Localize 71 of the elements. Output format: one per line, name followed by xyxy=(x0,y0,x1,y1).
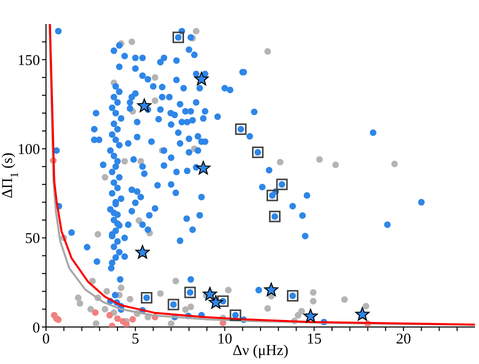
x-tick-label: 0 xyxy=(42,332,50,348)
point xyxy=(184,286,196,298)
point xyxy=(106,312,113,319)
point xyxy=(391,160,398,168)
x-tick-label: 20 xyxy=(396,332,411,348)
point xyxy=(230,309,242,321)
point xyxy=(341,296,348,303)
point xyxy=(152,74,158,81)
point xyxy=(137,158,144,165)
y-tick-label: 100 xyxy=(18,142,40,158)
point xyxy=(128,38,136,46)
point xyxy=(286,290,298,302)
point xyxy=(202,286,218,301)
point xyxy=(332,162,339,168)
point xyxy=(172,278,180,284)
point xyxy=(264,305,271,312)
point xyxy=(264,282,278,296)
point xyxy=(152,97,158,104)
point xyxy=(102,174,108,181)
point xyxy=(187,304,194,310)
point xyxy=(196,160,210,175)
point xyxy=(194,72,209,86)
point xyxy=(266,190,278,202)
point xyxy=(89,278,96,284)
point xyxy=(103,288,110,295)
point xyxy=(157,290,164,297)
point xyxy=(192,28,200,34)
point xyxy=(362,302,370,310)
x-tick-label: 10 xyxy=(217,332,232,348)
point xyxy=(102,306,108,312)
point xyxy=(123,321,130,327)
point xyxy=(294,312,302,319)
point xyxy=(310,298,317,304)
point xyxy=(269,210,281,222)
point xyxy=(182,306,189,313)
point xyxy=(92,309,99,316)
point xyxy=(114,315,121,322)
point xyxy=(264,48,271,55)
point xyxy=(126,296,134,302)
point xyxy=(74,294,82,302)
x-tick-label: 15 xyxy=(306,332,322,348)
point xyxy=(168,320,174,327)
y-tick-label: 50 xyxy=(25,231,40,248)
point xyxy=(208,295,223,309)
point xyxy=(310,289,317,296)
point xyxy=(316,156,323,163)
point xyxy=(235,123,247,135)
point xyxy=(276,158,284,166)
x-tick-label: 5 xyxy=(132,332,140,348)
point xyxy=(121,158,128,165)
point xyxy=(135,245,150,259)
point xyxy=(118,284,124,292)
x-axis-title: Δν (μHz) xyxy=(232,343,288,359)
point xyxy=(137,98,152,112)
point xyxy=(225,286,232,294)
y-tick-label: 0 xyxy=(32,320,40,336)
point xyxy=(140,292,152,304)
point xyxy=(355,307,370,321)
point xyxy=(252,146,264,158)
point xyxy=(217,295,229,307)
y-tick-label: 150 xyxy=(18,52,40,69)
point xyxy=(87,306,94,312)
point xyxy=(136,217,142,224)
point xyxy=(94,231,102,238)
point xyxy=(129,316,136,323)
point xyxy=(92,320,100,327)
point xyxy=(276,178,288,190)
point xyxy=(303,308,318,322)
point xyxy=(172,32,184,44)
point xyxy=(168,298,180,310)
point xyxy=(76,300,84,307)
